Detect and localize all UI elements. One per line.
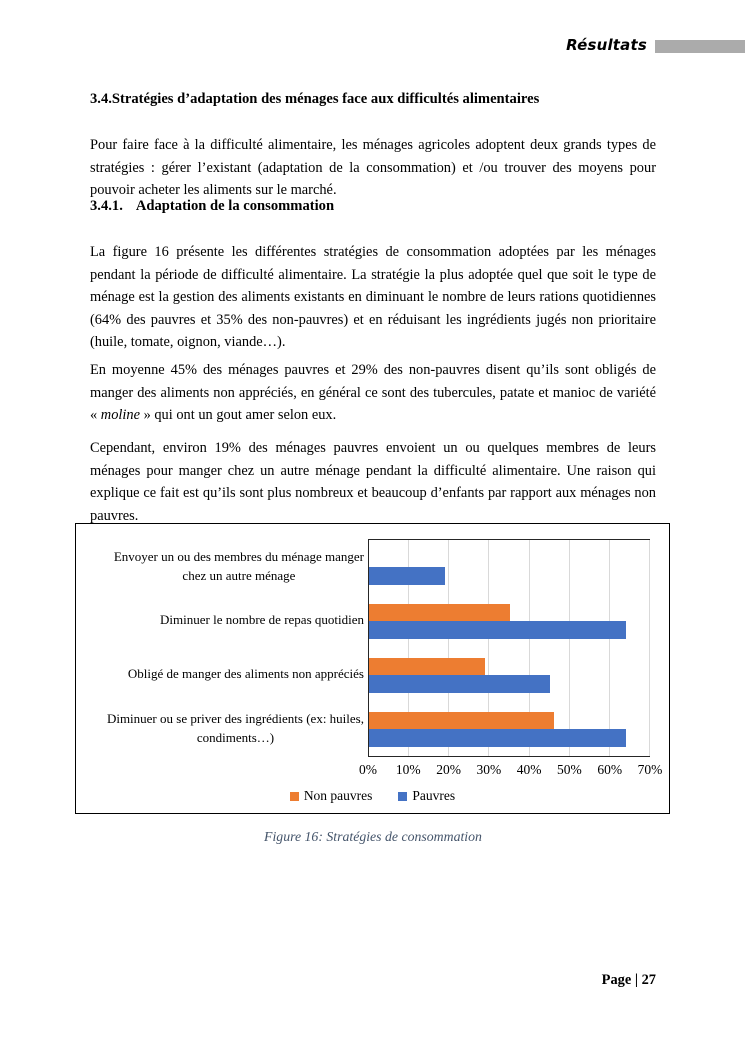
page-number: Page | 27: [601, 972, 656, 988]
x-tick-label: 70%: [637, 762, 663, 777]
x-tick-label: 40%: [516, 762, 542, 777]
bar-slot-non-pauvres: [369, 711, 650, 729]
chart-category-label: Diminuer ou se priver des ingrédients (e…: [82, 701, 364, 755]
chart-category-label-text: Diminuer ou se priver des ingrédients (e…: [106, 710, 364, 746]
paragraph-moline: En moyenne 45% des ménages pauvres et 29…: [90, 359, 656, 426]
chart-category-label: Obligé de manger des aliments non appréc…: [82, 647, 364, 701]
header-decoration-bar: [655, 40, 745, 53]
bar-slot-pauvres: [369, 621, 650, 639]
legend-swatch: [289, 791, 299, 801]
paragraph-moline-italic: moline: [100, 407, 140, 424]
bar-group: [369, 648, 650, 702]
section-heading-3-4: 3.4.Stratégies d’adaptation des ménages …: [90, 91, 540, 107]
gridline: [488, 540, 490, 756]
gridline: [408, 540, 410, 756]
bar-pauvres: [369, 567, 446, 585]
chart-category-label-text: Envoyer un ou des membres du ménage mang…: [113, 548, 364, 584]
chart-x-axis: 0% 10% 20% 30% 40% 50% 60% 70%: [359, 762, 662, 778]
chart-plot: [368, 539, 650, 757]
header-title: Résultats: [566, 36, 647, 54]
legend-swatch: [398, 791, 408, 801]
figure16-chart: Envoyer un ou des membres du ménage mang…: [75, 523, 670, 814]
gridline: [649, 540, 650, 756]
bar-slot-pauvres: [369, 675, 650, 693]
x-tick-label: 20%: [436, 762, 461, 777]
paragraph-intro: Pour faire face à la difficulté alimenta…: [90, 137, 656, 199]
bar-slot-pauvres: [369, 567, 650, 585]
bar-pauvres: [369, 621, 626, 639]
bar-group: [369, 540, 650, 594]
legend-label: Non pauvres: [303, 788, 373, 803]
bar-group: [369, 702, 650, 756]
x-tick-label: 30%: [476, 762, 502, 777]
figure-caption: Figure 16: Stratégies de consommation: [264, 829, 482, 844]
legend-label: Pauvres: [412, 788, 456, 803]
gridline: [448, 540, 450, 756]
paragraph-cependant: Cependant, environ 19% des ménages pauvr…: [90, 440, 656, 524]
bar-slot-non-pauvres: [369, 550, 650, 568]
paragraph-figure16: La figure 16 présente les différentes st…: [90, 244, 656, 351]
chart-category-label-text: Diminuer le nombre de repas quotidien: [160, 612, 364, 628]
bar-group: [369, 594, 650, 648]
bar-slot-non-pauvres: [369, 603, 650, 621]
chart-category-label: Envoyer un ou des membres du ménage mang…: [82, 539, 364, 593]
x-tick-label: 50%: [557, 762, 582, 777]
legend-item-non-pauvres: Non pauvres: [289, 788, 373, 804]
paragraph-moline-pre: En moyenne 45% des ménages pauvres et 29…: [90, 362, 656, 424]
section-heading-3-4-1: 3.4.1. Adaptation de la consommation: [90, 198, 656, 215]
heading-number: 3.4.1.: [90, 198, 123, 214]
bar-pauvres: [369, 729, 626, 747]
bar-non-pauvres: [369, 603, 510, 621]
bar-slot-pauvres: [369, 729, 650, 747]
gridline: [608, 540, 610, 756]
legend-item-pauvres: Pauvres: [398, 788, 455, 804]
bar-pauvres: [369, 675, 550, 693]
x-tick-label: 10%: [395, 762, 421, 777]
chart-category-label-text: Obligé de manger des aliments non appréc…: [127, 666, 364, 682]
bar-slot-non-pauvres: [369, 657, 650, 675]
x-tick-label: 0%: [359, 762, 377, 777]
heading-text: Adaptation de la consommation: [135, 198, 335, 214]
chart-category-label: Diminuer le nombre de repas quotidien: [82, 593, 364, 647]
paragraph-moline-post: » qui ont un gout amer selon eux.: [139, 407, 337, 424]
bar-non-pauvres: [369, 711, 554, 729]
x-tick-label: 60%: [597, 762, 623, 777]
bar-non-pauvres: [369, 657, 486, 675]
chart-category-labels: Envoyer un ou des membres du ménage mang…: [82, 539, 364, 755]
chart-legend: Non pauvres Pauvres: [76, 788, 669, 804]
gridline: [528, 540, 530, 756]
gridline: [568, 540, 570, 756]
